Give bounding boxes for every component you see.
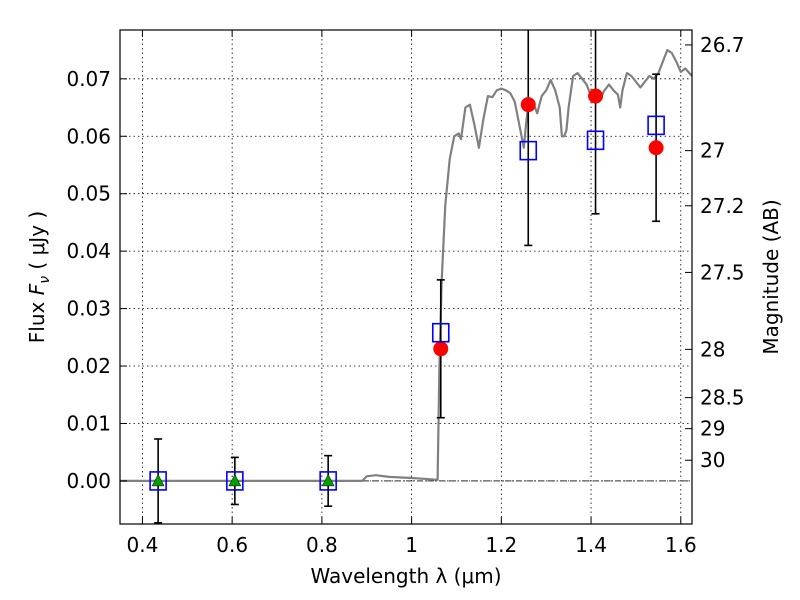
ticks-layer bbox=[120, 30, 692, 524]
observed-point-circle bbox=[433, 341, 449, 357]
marker-layer bbox=[149, 88, 665, 491]
y-tick-label: 0.04 bbox=[66, 239, 111, 263]
y-tick-label: 0.00 bbox=[66, 469, 111, 493]
model-photometry-square bbox=[149, 471, 167, 491]
y-tick-label: 0.06 bbox=[66, 124, 111, 148]
spectrum-layer bbox=[120, 49, 693, 482]
observed-point-circle bbox=[520, 97, 536, 113]
y-tick-label: 0.03 bbox=[66, 297, 111, 321]
x-axis-title: Wavelength λ (μm) bbox=[310, 564, 501, 588]
x-tick-label: 1 bbox=[405, 533, 418, 557]
y-axis-title-subscript: ν bbox=[37, 276, 53, 284]
model-photometry-square bbox=[647, 115, 665, 136]
y2-tick-label: 28 bbox=[700, 337, 725, 361]
y-axis-title-unit: ( μJy ) bbox=[25, 211, 49, 276]
observed-point-circle bbox=[648, 140, 664, 156]
observed-point-triangle bbox=[321, 473, 335, 487]
model-photometry-square bbox=[319, 471, 337, 491]
y2-axis-title: Magnitude (AB) bbox=[759, 199, 783, 354]
x-tick-label: 0.6 bbox=[216, 533, 248, 557]
spectrum-line bbox=[120, 49, 693, 482]
x-tick-label: 1.2 bbox=[485, 533, 517, 557]
model-photometry-square bbox=[431, 322, 450, 343]
x-tick-label: 1.4 bbox=[575, 533, 607, 557]
observed-point-triangle bbox=[151, 473, 165, 487]
y-tick-label: 0.01 bbox=[66, 411, 111, 435]
y-axis-title: Flux Fν ( μJy ) bbox=[25, 211, 53, 343]
y-tick-label: 0.05 bbox=[66, 182, 111, 206]
model-photometry-square bbox=[226, 471, 244, 491]
y-tick-label: 0.02 bbox=[66, 354, 111, 378]
x-tick-label: 0.4 bbox=[127, 533, 159, 557]
y2-tick-label: 27.5 bbox=[700, 260, 745, 284]
y2-tick-label: 28.5 bbox=[700, 386, 745, 410]
observed-point-triangle bbox=[228, 473, 242, 487]
plot-background bbox=[120, 30, 692, 524]
y2-tick-label: 30 bbox=[700, 448, 725, 472]
plot-frame bbox=[119, 29, 693, 525]
x-tick-label: 1.6 bbox=[665, 533, 697, 557]
y2-tick-label: 29 bbox=[700, 417, 725, 441]
labels-layer: 0.4 0.6 0.8 1 1.2 1.4 1.6 0.00 0.01 0.02 0.03 0.04 0… bbox=[66, 33, 744, 557]
model-photometry-square bbox=[586, 130, 605, 151]
x-tick-label: 0.8 bbox=[306, 533, 338, 557]
y2-tick-label: 27 bbox=[700, 139, 725, 163]
y-axis-title-prefix: Flux bbox=[25, 295, 49, 343]
model-photometry-square bbox=[519, 140, 538, 161]
y2-tick-label: 27.2 bbox=[700, 194, 745, 218]
observed-point-circle bbox=[588, 88, 604, 104]
y-axis-title-symbol: F bbox=[25, 283, 49, 295]
y2-tick-label: 26.7 bbox=[700, 33, 745, 57]
y-tick-label: 0.07 bbox=[66, 67, 111, 91]
